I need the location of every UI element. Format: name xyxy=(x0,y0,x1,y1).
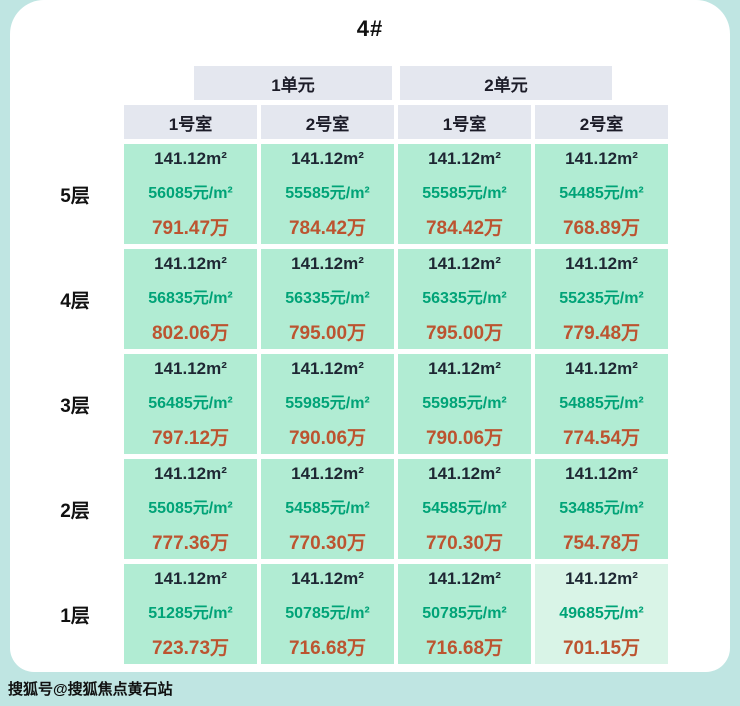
area-value: 141.12m² xyxy=(154,568,227,588)
area-value: 141.12m² xyxy=(428,253,501,273)
area-value: 141.12m² xyxy=(291,358,364,378)
total-price-value: 791.47万 xyxy=(151,217,230,239)
area-value: 141.12m² xyxy=(428,358,501,378)
unit-price-value: 50785元/m² xyxy=(422,604,507,622)
total-price-value: 768.89万 xyxy=(562,217,641,239)
price-cell: 141.12m² 55585元/m² 784.42万 xyxy=(261,144,394,244)
price-cell: 141.12m² 56335元/m² 795.00万 xyxy=(398,249,531,349)
unit-price-value: 55985元/m² xyxy=(285,394,370,412)
unit-header-1: 1单元 xyxy=(194,66,392,100)
floor-label-5: 5层 xyxy=(30,144,120,244)
unit-price-value: 54585元/m² xyxy=(422,499,507,517)
area-value: 141.12m² xyxy=(291,463,364,483)
room-header-u2-r1: 1号室 xyxy=(398,105,531,139)
area-value: 141.12m² xyxy=(565,463,638,483)
unit-price-value: 55585元/m² xyxy=(285,184,370,202)
area-value: 141.12m² xyxy=(154,463,227,483)
total-price-value: 770.30万 xyxy=(425,532,504,554)
floor-label-4: 4层 xyxy=(30,249,120,349)
price-cell: 141.12m² 54585元/m² 770.30万 xyxy=(398,459,531,559)
area-value: 141.12m² xyxy=(291,568,364,588)
area-value: 141.12m² xyxy=(565,253,638,273)
area-value: 141.12m² xyxy=(291,148,364,168)
area-value: 141.12m² xyxy=(428,463,501,483)
unit-price-value: 53485元/m² xyxy=(559,499,644,517)
unit-price-value: 56485元/m² xyxy=(148,394,233,412)
unit-price-value: 54585元/m² xyxy=(285,499,370,517)
total-price-value: 784.42万 xyxy=(288,217,367,239)
total-price-value: 770.30万 xyxy=(288,532,367,554)
price-table-card: 4# 1单元 2单元 1号室 2号室 1号室 2号室 5层 141.12m² 5… xyxy=(10,0,730,672)
price-cell: 141.12m² 56335元/m² 795.00万 xyxy=(261,249,394,349)
total-price-value: 779.48万 xyxy=(562,322,641,344)
watermark: 搜狐号@搜狐焦点黄石站 xyxy=(8,681,173,698)
unit-header-2: 2单元 xyxy=(400,66,612,100)
total-price-value: 723.73万 xyxy=(151,637,230,659)
total-price-value: 774.54万 xyxy=(562,427,641,449)
unit-price-value: 56085元/m² xyxy=(148,184,233,202)
floor-label-2: 2层 xyxy=(30,459,120,559)
area-value: 141.12m² xyxy=(154,358,227,378)
price-cell: 141.12m² 55585元/m² 784.42万 xyxy=(398,144,531,244)
unit-price-value: 55235元/m² xyxy=(559,289,644,307)
total-price-value: 716.68万 xyxy=(288,637,367,659)
total-price-value: 784.42万 xyxy=(425,217,504,239)
total-price-value: 790.06万 xyxy=(425,427,504,449)
total-price-value: 802.06万 xyxy=(151,322,230,344)
unit-price-value: 55085元/m² xyxy=(148,499,233,517)
unit-price-value: 54885元/m² xyxy=(559,394,644,412)
unit-price-value: 50785元/m² xyxy=(285,604,370,622)
unit-price-value: 56335元/m² xyxy=(422,289,507,307)
area-value: 141.12m² xyxy=(154,148,227,168)
room-header-u1-r2: 2号室 xyxy=(261,105,394,139)
total-price-value: 754.78万 xyxy=(562,532,641,554)
unit-price-value: 56835元/m² xyxy=(148,289,233,307)
room-header-u1-r1: 1号室 xyxy=(124,105,257,139)
area-value: 141.12m² xyxy=(565,568,638,588)
price-cell: 141.12m² 56835元/m² 802.06万 xyxy=(124,249,257,349)
price-cell: 141.12m² 56085元/m² 791.47万 xyxy=(124,144,257,244)
price-cell: 141.12m² 53485元/m² 754.78万 xyxy=(535,459,668,559)
floor-label-1: 1层 xyxy=(30,564,120,664)
price-cell: 141.12m² 50785元/m² 716.68万 xyxy=(398,564,531,664)
price-cell: 141.12m² 55235元/m² 779.48万 xyxy=(535,249,668,349)
price-cell: 141.12m² 50785元/m² 716.68万 xyxy=(261,564,394,664)
area-value: 141.12m² xyxy=(291,253,364,273)
area-value: 141.12m² xyxy=(565,148,638,168)
price-cell: 141.12m² 55085元/m² 777.36万 xyxy=(124,459,257,559)
total-price-value: 777.36万 xyxy=(151,532,230,554)
unit-price-value: 55585元/m² xyxy=(422,184,507,202)
unit-price-value: 51285元/m² xyxy=(148,604,233,622)
unit-price-value: 54485元/m² xyxy=(559,184,644,202)
price-cell: 141.12m² 54485元/m² 768.89万 xyxy=(535,144,668,244)
price-cell: 141.12m² 56485元/m² 797.12万 xyxy=(124,354,257,454)
area-value: 141.12m² xyxy=(428,568,501,588)
price-cell: 141.12m² 54585元/m² 770.30万 xyxy=(261,459,394,559)
total-price-value: 795.00万 xyxy=(425,322,504,344)
price-cell: 141.12m² 51285元/m² 723.73万 xyxy=(124,564,257,664)
price-cell: 141.12m² 54885元/m² 774.54万 xyxy=(535,354,668,454)
area-value: 141.12m² xyxy=(154,253,227,273)
total-price-value: 701.15万 xyxy=(562,637,641,659)
price-cell-highlighted: 141.12m² 49685元/m² 701.15万 xyxy=(535,564,668,664)
total-price-value: 795.00万 xyxy=(288,322,367,344)
price-cell: 141.12m² 55985元/m² 790.06万 xyxy=(261,354,394,454)
floor-label-3: 3层 xyxy=(30,354,120,454)
building-title: 4# xyxy=(356,16,384,41)
unit-price-value: 49685元/m² xyxy=(559,604,644,622)
price-table: 1单元 2单元 1号室 2号室 1号室 2号室 5层 141.12m² 5608… xyxy=(30,66,668,664)
unit-price-value: 56335元/m² xyxy=(285,289,370,307)
unit-price-value: 55985元/m² xyxy=(422,394,507,412)
total-price-value: 797.12万 xyxy=(151,427,230,449)
price-cell: 141.12m² 55985元/m² 790.06万 xyxy=(398,354,531,454)
area-value: 141.12m² xyxy=(428,148,501,168)
total-price-value: 716.68万 xyxy=(425,637,504,659)
area-value: 141.12m² xyxy=(565,358,638,378)
room-header-u2-r2: 2号室 xyxy=(535,105,668,139)
total-price-value: 790.06万 xyxy=(288,427,367,449)
